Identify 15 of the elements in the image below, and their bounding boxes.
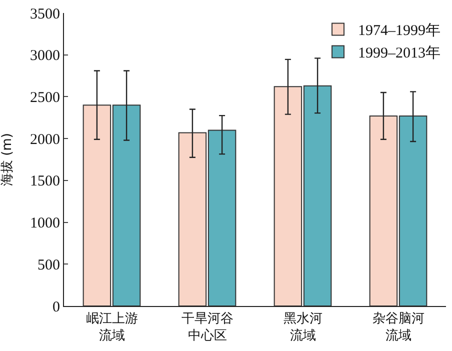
y-tick-label: 2000 — [30, 132, 60, 148]
x-tick-label: 干旱河谷中心区 — [181, 312, 234, 344]
y-tick-label: 0 — [52, 299, 60, 316]
x-tick-label: 黑水河流域 — [283, 312, 322, 344]
y-tick-label: 1500 — [30, 174, 60, 190]
y-tick-label: 1000 — [30, 216, 60, 232]
y-tick-label: 500 — [38, 257, 60, 274]
y-tick-label: 3000 — [30, 48, 60, 64]
y-axis-title: 海拔 (m) — [0, 133, 15, 186]
y-tick-label: 2500 — [30, 90, 60, 106]
y-tick-label: 3500 — [30, 6, 60, 22]
x-tick-label: 岷江上游流域 — [86, 312, 138, 344]
legend-label: 1974–1999年 — [358, 22, 440, 40]
x-tick-label: 杂谷脑河流域 — [372, 312, 424, 344]
legend-label: 1999–2013年 — [358, 44, 440, 62]
